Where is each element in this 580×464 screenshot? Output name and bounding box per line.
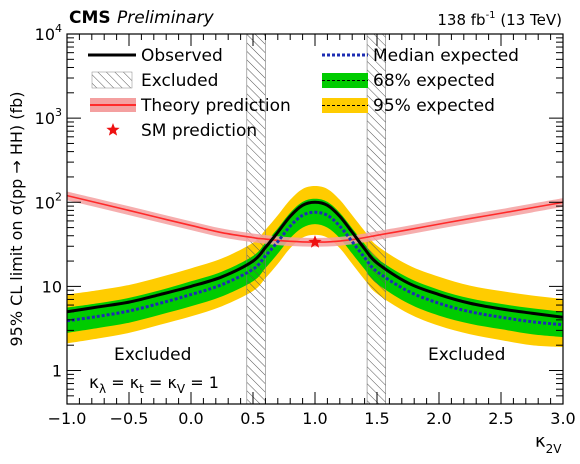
y-tick-exponent: 2 xyxy=(55,190,62,203)
x-tick-label: 1.0 xyxy=(302,409,327,428)
legend-observed-label: Observed xyxy=(141,46,223,66)
lumi-suffix: (13 TeV) xyxy=(496,11,562,29)
band-68-expected xyxy=(67,198,563,338)
x-tick-labels: −1.0 −0.5 0.0 0.5 1.0 1.5 2.0 2.5 3.0 xyxy=(48,409,576,428)
legend-sm-star-icon xyxy=(106,123,120,136)
legend-median-label: Median expected xyxy=(373,46,519,66)
lumi-exponent: -1 xyxy=(486,10,496,21)
note-sub-t: t xyxy=(139,382,144,396)
hatched-region-1 xyxy=(246,34,266,404)
hatched-region-2 xyxy=(366,34,386,404)
y-axis-title: 95% CL limit on σ(pp → HH) (fb) xyxy=(7,91,26,346)
y-tick-exponent: 3 xyxy=(55,106,62,119)
note-eq-2: = κ xyxy=(144,373,178,392)
axis-ticks xyxy=(66,33,564,405)
y-tick-exponent: 4 xyxy=(55,22,62,35)
legend-excluded-swatch xyxy=(91,71,133,89)
legend-sm: SM prediction xyxy=(106,121,257,141)
sm-star xyxy=(308,235,322,248)
legend-theory: Theory prediction xyxy=(90,96,291,116)
experiment-label: CMS xyxy=(69,8,111,28)
hatched-excluded-regions xyxy=(246,34,386,404)
x-tick-label: 0.5 xyxy=(240,409,265,428)
y-tick-base: 10 xyxy=(35,25,55,44)
x-axis-subscript: 2V xyxy=(546,442,563,456)
x-tick-label: 1.5 xyxy=(364,409,389,428)
x-tick-label: 3.0 xyxy=(550,409,575,428)
limit-curves xyxy=(67,200,563,327)
y-tick-base: 10 xyxy=(35,193,55,212)
legend-68-label: 68% expected xyxy=(373,71,495,91)
legend-excluded-label: Excluded xyxy=(141,71,218,91)
legend-68: 68% expected xyxy=(322,71,495,91)
note-eq-1: = κ xyxy=(106,373,140,392)
note-sub-lambda: λ xyxy=(99,382,106,396)
y-tick-label: 1 xyxy=(52,362,62,381)
x-tick-label: −1.0 xyxy=(48,409,87,428)
status-label: Preliminary xyxy=(117,8,215,28)
excluded-left-label: Excluded xyxy=(114,345,191,365)
legend-observed: Observed xyxy=(88,46,223,66)
y-tick-label: 10 xyxy=(42,277,62,296)
lumi-prefix: 138 fb xyxy=(437,11,485,29)
legend-median: Median expected xyxy=(322,46,519,66)
kappa-note: κλ = κt = κV = 1 xyxy=(89,373,219,396)
x-tick-label: 2.0 xyxy=(426,409,451,428)
y-tick-base: 10 xyxy=(35,109,55,128)
excluded-right-label: Excluded xyxy=(428,345,505,365)
legend-sm-label: SM prediction xyxy=(141,121,257,141)
legend: Observed Excluded Theory prediction SM p… xyxy=(88,46,519,141)
luminosity-label: 138 fb-1 (13 TeV) xyxy=(437,10,562,29)
legend-excluded: Excluded xyxy=(91,71,218,91)
legend-theory-label: Theory prediction xyxy=(140,96,291,116)
x-axis-kappa: κ xyxy=(535,431,546,452)
observed-line xyxy=(67,200,563,319)
x-tick-label: 0.0 xyxy=(178,409,203,428)
note-eq-3: = 1 xyxy=(185,373,219,392)
x-axis-title: κ2V xyxy=(535,431,562,456)
legend-95-label: 95% expected xyxy=(373,96,495,116)
x-tick-label: 2.5 xyxy=(488,409,513,428)
median-expected-line xyxy=(67,210,563,327)
note-kappa-1: κ xyxy=(89,373,99,393)
legend-95: 95% expected xyxy=(322,96,495,116)
y-tick-label: 104 xyxy=(35,22,62,44)
expected-bands xyxy=(67,186,563,348)
y-tick-label: 102 xyxy=(35,190,62,212)
x-tick-label: −0.5 xyxy=(110,409,149,428)
note-sub-v: V xyxy=(177,382,186,396)
sm-prediction-marker xyxy=(308,235,322,248)
y-tick-label: 103 xyxy=(35,106,62,128)
